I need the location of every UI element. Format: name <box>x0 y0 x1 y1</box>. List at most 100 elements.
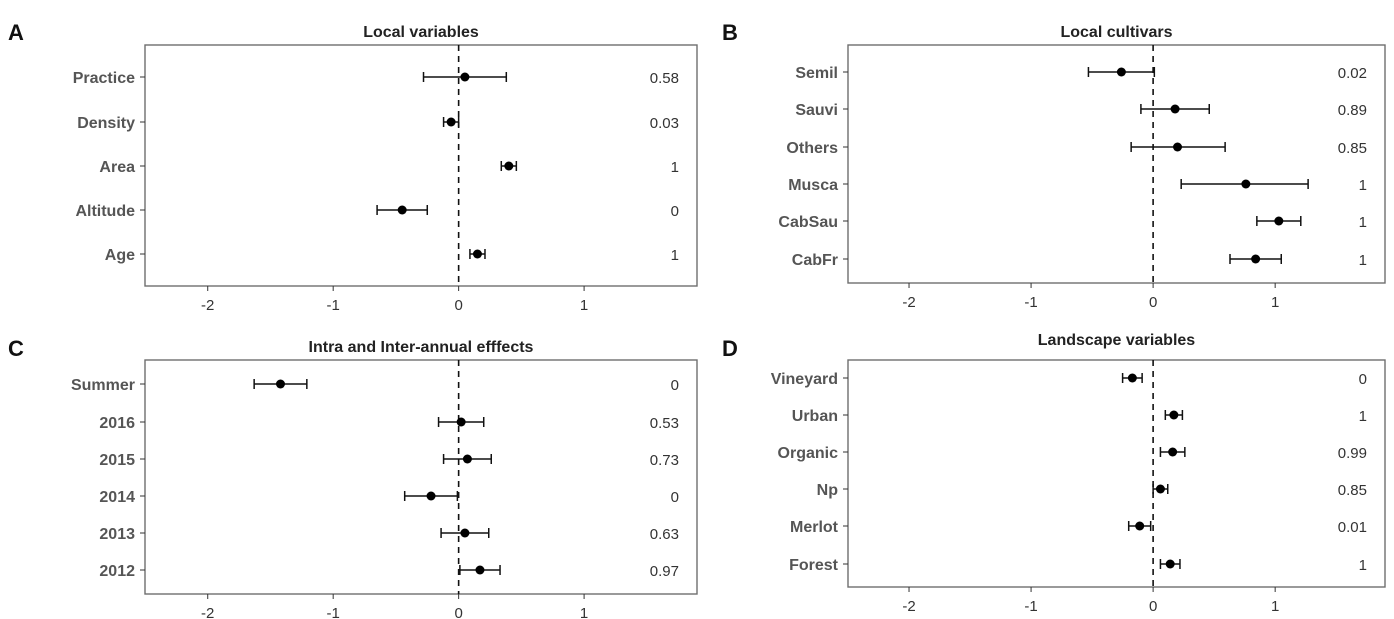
category-label: CabFr <box>792 252 838 269</box>
estimate-point <box>1165 559 1175 569</box>
category-label: Sauvi <box>795 102 838 119</box>
category-label: Altitude <box>75 203 135 220</box>
category-label: CabSau <box>778 214 838 231</box>
value-label: 1 <box>1359 408 1367 425</box>
x-tick-label: -1 <box>1024 294 1037 311</box>
panel-title: Landscape variables <box>1038 332 1196 349</box>
estimate-point <box>1135 521 1145 531</box>
estimate-point <box>1274 216 1284 226</box>
plot-frame <box>847 359 1386 588</box>
value-label: 0 <box>671 489 679 506</box>
estimate-point <box>1251 254 1261 264</box>
estimate-point <box>397 205 407 215</box>
category-label: 2015 <box>99 452 135 469</box>
estimate-point <box>1241 179 1251 189</box>
category-label: Organic <box>778 445 839 462</box>
panel-b: B Local cultivars -2 -1 0 1 Semil 0.02 Sauvi 0.89… <box>722 20 1386 311</box>
value-label: 0.99 <box>1338 445 1367 462</box>
category-label: Vineyard <box>771 371 838 388</box>
category-label: Area <box>99 159 135 176</box>
estimate-point <box>1170 104 1180 114</box>
value-label: 1 <box>1359 557 1367 574</box>
value-label: 0 <box>671 203 679 220</box>
x-tick-label: -2 <box>201 297 214 314</box>
x-tick-label: 1 <box>1271 294 1279 311</box>
x-tick-label: 1 <box>1271 598 1279 615</box>
estimate-point <box>1173 142 1183 152</box>
estimate-point <box>462 454 472 464</box>
category-label: Merlot <box>790 519 839 536</box>
value-label: 1 <box>671 159 679 176</box>
estimate-point <box>475 565 485 575</box>
x-tick-label: -1 <box>1024 598 1037 615</box>
x-tick-label: 0 <box>454 605 462 619</box>
x-tick-label: -2 <box>902 294 915 311</box>
value-label: 0.85 <box>1338 482 1367 499</box>
x-tick-label: 0 <box>1149 598 1157 615</box>
category-label: 2016 <box>99 415 135 432</box>
panel-d: D Landscape variables -2 -1 0 1 Vineyard 0 Urban… <box>722 332 1386 615</box>
value-label: 0 <box>671 377 679 394</box>
category-label: 2012 <box>99 563 135 580</box>
panel-title: Local variables <box>363 24 479 41</box>
value-label: 0.73 <box>650 452 679 469</box>
panel-a: A Local variables -2 -1 0 1 Practice 0.58 Densit… <box>8 20 698 314</box>
category-label: Forest <box>789 557 839 574</box>
panel-title: Intra and Inter-annual efffects <box>309 339 534 356</box>
value-label: 0.53 <box>650 415 679 432</box>
x-tick-label: -1 <box>327 605 340 619</box>
estimate-point <box>1116 67 1126 77</box>
x-tick-label: -1 <box>327 297 340 314</box>
value-label: 0 <box>1359 371 1367 388</box>
x-tick-label: -2 <box>201 605 214 619</box>
panel-letter: A <box>8 20 24 45</box>
x-tick-label: 1 <box>580 605 588 619</box>
value-label: 0.89 <box>1338 102 1367 119</box>
value-label: 1 <box>671 247 679 264</box>
category-label: Density <box>77 115 135 132</box>
estimate-point <box>1155 484 1165 494</box>
category-label: Summer <box>71 377 135 394</box>
plot-frame <box>144 44 698 287</box>
estimate-point <box>472 249 482 259</box>
category-label: 2013 <box>99 526 135 543</box>
x-tick-label: 0 <box>1149 294 1157 311</box>
category-label: Np <box>817 482 839 499</box>
panel-letter: D <box>722 336 738 361</box>
value-label: 0.85 <box>1338 140 1367 157</box>
plot-frame <box>144 359 698 595</box>
x-tick-label: -2 <box>902 598 915 615</box>
estimate-point <box>456 417 466 427</box>
x-tick-label: 0 <box>454 297 462 314</box>
category-label: Practice <box>73 70 135 87</box>
value-label: 0.63 <box>650 526 679 543</box>
category-label: Urban <box>792 408 838 425</box>
category-label: Age <box>105 247 135 264</box>
value-label: 1 <box>1359 252 1367 269</box>
value-label: 0.03 <box>650 115 679 132</box>
estimate-point <box>460 528 470 538</box>
estimate-point <box>446 117 456 127</box>
estimate-point <box>1168 447 1178 457</box>
estimate-point <box>426 491 436 501</box>
x-tick-label: 1 <box>580 297 588 314</box>
value-label: 1 <box>1359 214 1367 231</box>
category-label: Others <box>786 140 838 157</box>
value-label: 0.58 <box>650 70 679 87</box>
category-label: 2014 <box>99 489 135 506</box>
value-label: 0.01 <box>1338 519 1367 536</box>
value-label: 0.97 <box>650 563 679 580</box>
estimate-point <box>1169 410 1179 420</box>
estimate-point <box>460 72 470 82</box>
panel-c: C Intra and Inter-annual efffects -2 -1 0 1 Su… <box>8 336 698 619</box>
panel-letter: C <box>8 336 24 361</box>
category-label: Semil <box>795 65 838 82</box>
estimate-point <box>1127 373 1137 383</box>
panel-letter: B <box>722 20 738 45</box>
estimate-point <box>275 379 285 389</box>
estimate-point <box>504 161 514 171</box>
panel-title: Local cultivars <box>1060 24 1172 41</box>
category-label: Musca <box>788 177 838 194</box>
plot-frame <box>847 44 1386 284</box>
